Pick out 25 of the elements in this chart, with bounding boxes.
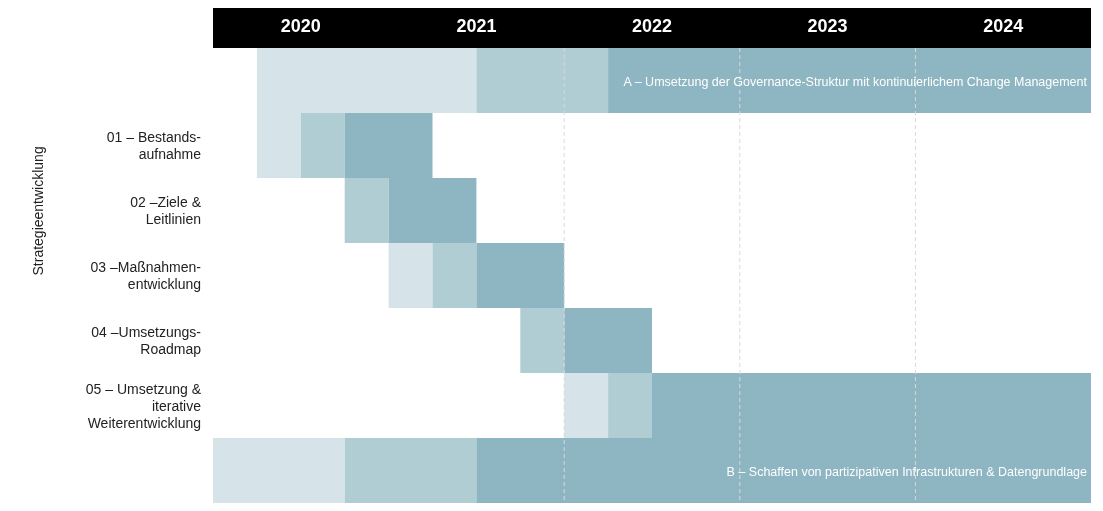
- bar: [344, 178, 389, 243]
- bar: [476, 243, 565, 308]
- x-tick-label: 2021: [456, 16, 497, 36]
- bar: [520, 308, 565, 373]
- y-tick-label: 02 –Ziele & Leitlinien: [130, 194, 202, 227]
- x-tick-label: 2024: [983, 16, 1024, 36]
- y-tick-label: 01 – Bestands- aufnahme: [106, 129, 202, 162]
- bar: [476, 48, 609, 113]
- data-label: B – Schaffen von partizipativen Infrastrukturen & Datengrundlage: [726, 464, 1088, 479]
- bar: [432, 243, 477, 308]
- bar: [564, 373, 609, 438]
- bar: [344, 438, 477, 503]
- y-axis-title: Strategieentwicklung: [29, 146, 46, 276]
- x-tick-label: 2023: [807, 16, 848, 36]
- y-tick-label: 03 –Maßnahmen- entwicklung: [90, 259, 202, 292]
- bar: [300, 113, 345, 178]
- bar: [213, 438, 345, 503]
- y-tick-label: 05 – Umsetzung & iterative Weiterentwicklung: [85, 380, 202, 431]
- data-label: A – Umsetzung der Governance-Struktur mit kontinuierlichem Change Management: [623, 74, 1088, 89]
- bar: [564, 308, 652, 373]
- bar: [608, 373, 652, 438]
- bar: [388, 243, 433, 308]
- x-tick-label: 2020: [280, 16, 321, 36]
- x-tick-label: 2022: [631, 16, 673, 36]
- y-tick-label: 04 –Umsetzungs- Roadmap: [91, 324, 202, 357]
